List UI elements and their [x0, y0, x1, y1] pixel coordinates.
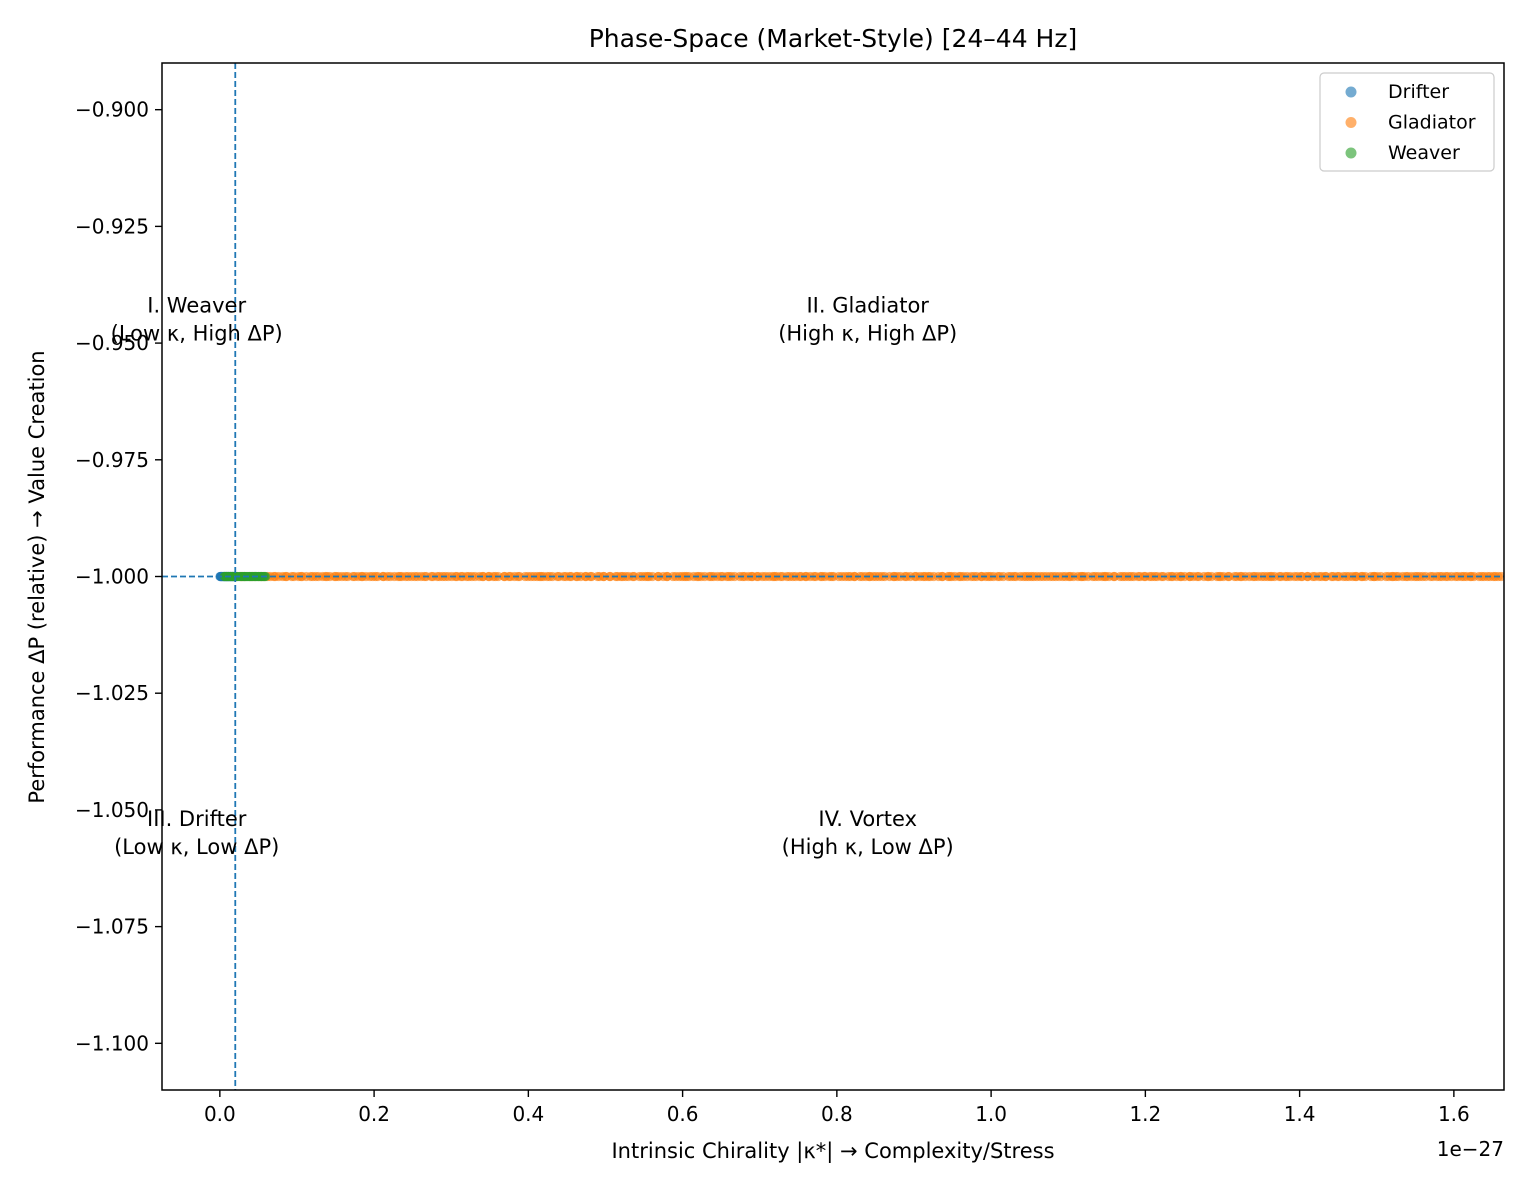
legend-box [1319, 72, 1495, 172]
x-tick-label: 0.6 [667, 1102, 699, 1126]
threshold-lines [162, 63, 1504, 1090]
y-tick-label: −1.025 [75, 681, 149, 705]
y-tick-label: −0.925 [75, 214, 149, 238]
legend-marker-drifter [1345, 86, 1357, 98]
y-tick-label: −1.000 [75, 565, 149, 589]
y-tick-label: −1.100 [75, 1031, 149, 1055]
x-tick-label: 0.2 [358, 1102, 390, 1126]
y-tick-label: −1.050 [75, 798, 149, 822]
chart-title: Phase-Space (Market-Style) [24–44 Hz] [589, 24, 1078, 53]
x-tick-label: 1.2 [1129, 1102, 1161, 1126]
y-axis: −0.900 −0.925 −0.950 −0.975 −1.000 −1.025 −1.0… [75, 98, 162, 1055]
quadrant-label-iv: IV. Vortex (High κ, Low ΔP) [782, 807, 954, 859]
y-tick-label: −0.900 [75, 98, 149, 122]
x-tick-label: 1.0 [975, 1102, 1007, 1126]
legend: Drifter Gladiator Weaver [1319, 72, 1495, 172]
x-tick-label: 0.4 [512, 1102, 544, 1126]
quadrant-labels: I. Weaver (Low κ, High ΔP) II. Gladiator (H… [111, 294, 958, 860]
y-tick-label: −1.075 [75, 915, 149, 939]
y-tick-label: −0.950 [75, 331, 149, 355]
quadrant-label-i: I. Weaver (Low κ, High ΔP) [111, 294, 283, 346]
quadrant-label-iii: III. Drifter (Low κ, Low ΔP) [114, 807, 279, 859]
quadrant-label-ii: II. Gladiator (High κ, High ΔP) [778, 294, 957, 346]
x-axis-label: Intrinsic Chirality |κ*| → Complexity/St… [611, 1139, 1054, 1164]
x-tick-label: 1.4 [1284, 1102, 1316, 1126]
x-offset-label: 1e−27 [1437, 1137, 1504, 1161]
legend-label-weaver: Weaver [1388, 142, 1460, 164]
legend-label-drifter: Drifter [1388, 81, 1449, 103]
x-tick-label: 1.6 [1438, 1102, 1470, 1126]
y-tick-label: −0.975 [75, 448, 149, 472]
legend-label-gladiator: Gladiator [1388, 112, 1476, 134]
y-axis-label: Performance ΔP (relative) → Value Creati… [25, 350, 49, 803]
x-tick-label: 0.8 [821, 1102, 853, 1126]
x-tick-label: 0.0 [204, 1102, 236, 1126]
legend-marker-weaver [1345, 147, 1357, 159]
x-axis: 0.0 0.2 0.4 0.6 0.8 1.0 1.2 1.4 1.6 [204, 1090, 1470, 1126]
data-point-gladiator [1496, 571, 1504, 582]
legend-marker-gladiator [1345, 117, 1357, 128]
